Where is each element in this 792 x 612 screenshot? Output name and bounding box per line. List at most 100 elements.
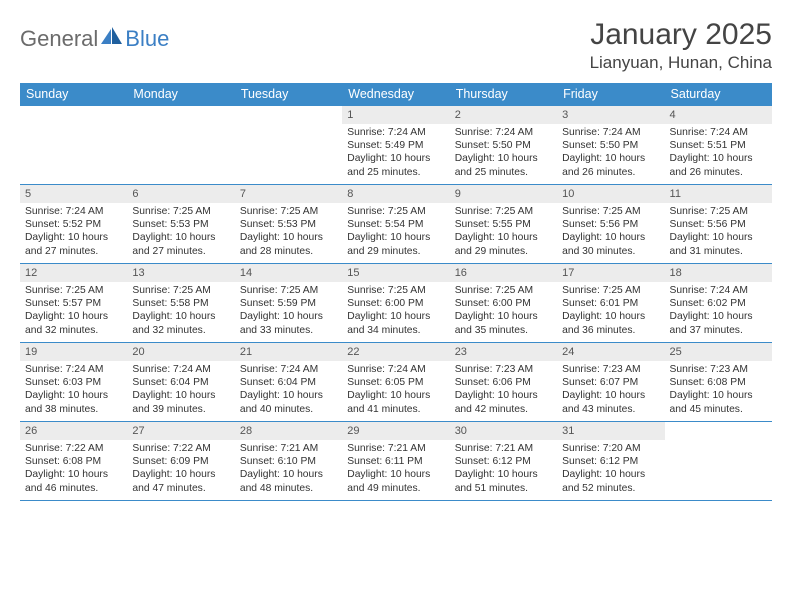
- day-sunset: Sunset: 6:06 PM: [455, 376, 553, 389]
- day-daylight1: Daylight: 10 hours: [132, 389, 230, 402]
- day-sunrise: Sunrise: 7:24 AM: [347, 363, 445, 376]
- day-daylight1: Daylight: 10 hours: [347, 231, 445, 244]
- day-daylight1: Daylight: 10 hours: [670, 152, 768, 165]
- day-cell: 29 Sunrise: 7:21 AMSunset: 6:11 PMDayligh…: [342, 422, 449, 500]
- week-row: 26Sunrise: 7:22 AMSunset: 6:08 PMDayligh…: [20, 422, 772, 501]
- day-sunset: Sunset: 5:50 PM: [562, 139, 660, 152]
- day-sunrise: Sunrise: 7:25 AM: [347, 205, 445, 218]
- day-daylight2: and 32 minutes.: [132, 324, 230, 337]
- weekday-label: Wednesday: [342, 83, 449, 106]
- day-sunrise: Sunrise: 7:25 AM: [670, 205, 768, 218]
- day-number: 9: [450, 185, 557, 203]
- day-sunset: Sunset: 6:08 PM: [670, 376, 768, 389]
- weekday-label: Friday: [557, 83, 664, 106]
- day-daylight1: Daylight: 10 hours: [25, 389, 123, 402]
- day-daylight2: and 34 minutes.: [347, 324, 445, 337]
- day-number: 15: [342, 264, 449, 282]
- day-number: 28: [235, 422, 342, 440]
- day-sunset: Sunset: 5:54 PM: [347, 218, 445, 231]
- day-number: 25: [665, 343, 772, 361]
- day-sunset: Sunset: 6:00 PM: [347, 297, 445, 310]
- day-daylight1: Daylight: 10 hours: [132, 310, 230, 323]
- day-number: 19: [20, 343, 127, 361]
- day-daylight2: and 36 minutes.: [562, 324, 660, 337]
- day-body: Sunrise: 7:24 AMSunset: 5:52 PMDaylight:…: [20, 205, 127, 261]
- day-cell: 27Sunrise: 7:22 AMSunset: 6:09 PMDayligh…: [127, 422, 234, 500]
- day-number: 18: [665, 264, 772, 282]
- day-daylight2: and 46 minutes.: [25, 482, 123, 495]
- day-daylight2: and 25 minutes.: [347, 166, 445, 179]
- day-number: 1: [342, 106, 449, 124]
- day-sunrise: Sunrise: 7:24 AM: [455, 126, 553, 139]
- sail-icon: [101, 27, 123, 45]
- day-daylight2: and 26 minutes.: [670, 166, 768, 179]
- day-sunrise: Sunrise: 7:22 AM: [25, 442, 123, 455]
- day-number: 22: [342, 343, 449, 361]
- day-cell: 25Sunrise: 7:23 AMSunset: 6:08 PMDayligh…: [665, 343, 772, 421]
- day-sunrise: Sunrise: 7:24 AM: [132, 363, 230, 376]
- day-body: Sunrise: 7:24 AMSunset: 6:05 PMDaylight:…: [342, 363, 449, 419]
- calendar-page: General Blue January 2025 Lianyuan, Huna…: [0, 0, 792, 501]
- day-sunset: Sunset: 5:56 PM: [670, 218, 768, 231]
- day-daylight2: and 29 minutes.: [347, 245, 445, 258]
- day-sunrise: Sunrise: 7:25 AM: [240, 205, 338, 218]
- day-sunrise: Sunrise: 7:24 AM: [25, 205, 123, 218]
- day-sunrise: Sunrise: 7:24 AM: [347, 126, 445, 139]
- day-sunset: Sunset: 5:53 PM: [240, 218, 338, 231]
- day-body: Sunrise: 7:25 AMSunset: 5:55 PMDaylight:…: [450, 205, 557, 261]
- day-daylight1: Daylight: 10 hours: [455, 231, 553, 244]
- day-body: Sunrise: 7:24 AMSunset: 6:03 PMDaylight:…: [20, 363, 127, 419]
- day-daylight2: and 35 minutes.: [455, 324, 553, 337]
- day-number: 13: [127, 264, 234, 282]
- day-cell: 12Sunrise: 7:25 AMSunset: 5:57 PMDayligh…: [20, 264, 127, 342]
- day-cell: 17Sunrise: 7:25 AMSunset: 6:01 PMDayligh…: [557, 264, 664, 342]
- day-daylight1: Daylight: 10 hours: [240, 468, 338, 481]
- day-sunset: Sunset: 5:55 PM: [455, 218, 553, 231]
- day-sunset: Sunset: 6:04 PM: [132, 376, 230, 389]
- day-sunset: Sunset: 5:50 PM: [455, 139, 553, 152]
- day-daylight2: and 27 minutes.: [132, 245, 230, 258]
- header-row: General Blue January 2025 Lianyuan, Huna…: [20, 18, 772, 73]
- day-body: Sunrise: 7:25 AMSunset: 5:56 PMDaylight:…: [665, 205, 772, 261]
- day-daylight2: and 48 minutes.: [240, 482, 338, 495]
- day-cell: 13 Sunrise: 7:25 AMSunset: 5:58 PMDayligh…: [127, 264, 234, 342]
- day-cell: 20Sunrise: 7:24 AMSunset: 6:04 PMDayligh…: [127, 343, 234, 421]
- day-daylight1: Daylight: 10 hours: [132, 231, 230, 244]
- day-cell: 26Sunrise: 7:22 AMSunset: 6:08 PMDayligh…: [20, 422, 127, 500]
- day-number: 5: [20, 185, 127, 203]
- day-daylight1: Daylight: 10 hours: [455, 468, 553, 481]
- day-daylight1: Daylight: 10 hours: [562, 310, 660, 323]
- day-number: 29: [342, 422, 449, 440]
- day-body: Sunrise: 7:25 AMSunset: 5:58 PMDaylight:…: [127, 284, 234, 340]
- day-daylight2: and 27 minutes.: [25, 245, 123, 258]
- week-row: 19 Sunrise: 7:24 AMSunset: 6:03 PMDayligh…: [20, 343, 772, 422]
- day-sunrise: Sunrise: 7:24 AM: [562, 126, 660, 139]
- day-daylight1: Daylight: 10 hours: [562, 152, 660, 165]
- weeks-container: 1Sunrise: 7:24 AMSunset: 5:49 PMDaylight…: [20, 106, 772, 501]
- day-sunset: Sunset: 5:56 PM: [562, 218, 660, 231]
- day-cell: 2Sunrise: 7:24 AMSunset: 5:50 PMDaylight…: [450, 106, 557, 184]
- day-sunrise: Sunrise: 7:23 AM: [670, 363, 768, 376]
- day-daylight2: and 47 minutes.: [132, 482, 230, 495]
- day-body: Sunrise: 7:24 AMSunset: 6:04 PMDaylight:…: [235, 363, 342, 419]
- day-daylight1: Daylight: 10 hours: [562, 468, 660, 481]
- day-sunset: Sunset: 6:02 PM: [670, 297, 768, 310]
- day-sunset: Sunset: 6:11 PM: [347, 455, 445, 468]
- day-sunset: Sunset: 6:04 PM: [240, 376, 338, 389]
- day-sunrise: Sunrise: 7:21 AM: [240, 442, 338, 455]
- day-body: Sunrise: 7:21 AMSunset: 6:11 PMDaylight:…: [342, 442, 449, 498]
- day-sunrise: Sunrise: 7:20 AM: [562, 442, 660, 455]
- day-cell: 31Sunrise: 7:20 AMSunset: 6:12 PMDayligh…: [557, 422, 664, 500]
- day-sunset: Sunset: 6:08 PM: [25, 455, 123, 468]
- day-number: 24: [557, 343, 664, 361]
- day-sunset: Sunset: 5:51 PM: [670, 139, 768, 152]
- day-sunrise: Sunrise: 7:24 AM: [670, 284, 768, 297]
- day-body: Sunrise: 7:25 AMSunset: 6:00 PMDaylight:…: [450, 284, 557, 340]
- day-sunrise: Sunrise: 7:25 AM: [455, 284, 553, 297]
- day-cell: [665, 422, 772, 500]
- day-sunrise: Sunrise: 7:24 AM: [25, 363, 123, 376]
- day-daylight2: and 39 minutes.: [132, 403, 230, 416]
- day-daylight2: and 26 minutes.: [562, 166, 660, 179]
- day-daylight2: and 41 minutes.: [347, 403, 445, 416]
- day-number: 16: [450, 264, 557, 282]
